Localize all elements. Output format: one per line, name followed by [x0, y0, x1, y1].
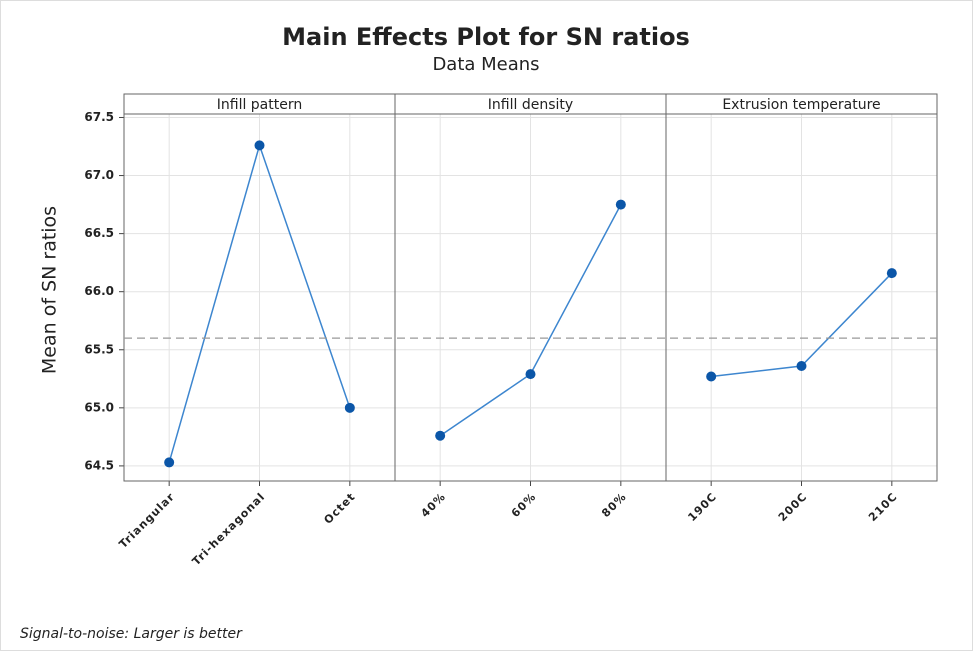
data-point — [164, 457, 175, 468]
y-tick-label: 66.0 — [84, 284, 114, 298]
y-tick-label: 67.5 — [84, 110, 114, 124]
data-point — [796, 361, 807, 372]
y-tick-label: 65.5 — [84, 342, 114, 356]
y-tick-label: 67.0 — [84, 168, 114, 182]
panel-frame — [665, 113, 938, 482]
data-point — [344, 402, 355, 413]
panel-title: Infill pattern — [217, 97, 303, 113]
chart-title: Main Effects Plot for SN ratios — [282, 23, 690, 51]
panel-title: Infill density — [488, 97, 573, 113]
chart-subtitle: Data Means — [432, 54, 539, 75]
panel-title: Extrusion temperature — [722, 97, 880, 113]
footnote: Signal-to-noise: Larger is better — [20, 626, 243, 642]
y-tick-label: 65.0 — [84, 400, 114, 414]
data-point — [435, 430, 446, 441]
data-point — [525, 369, 536, 380]
data-point — [615, 199, 626, 210]
y-axis-label: Mean of SN ratios — [39, 206, 61, 374]
y-tick-label: 66.5 — [84, 226, 114, 240]
data-point — [254, 140, 265, 151]
y-tick-label: 64.5 — [84, 458, 114, 472]
data-point — [706, 371, 717, 382]
data-point — [886, 268, 897, 279]
